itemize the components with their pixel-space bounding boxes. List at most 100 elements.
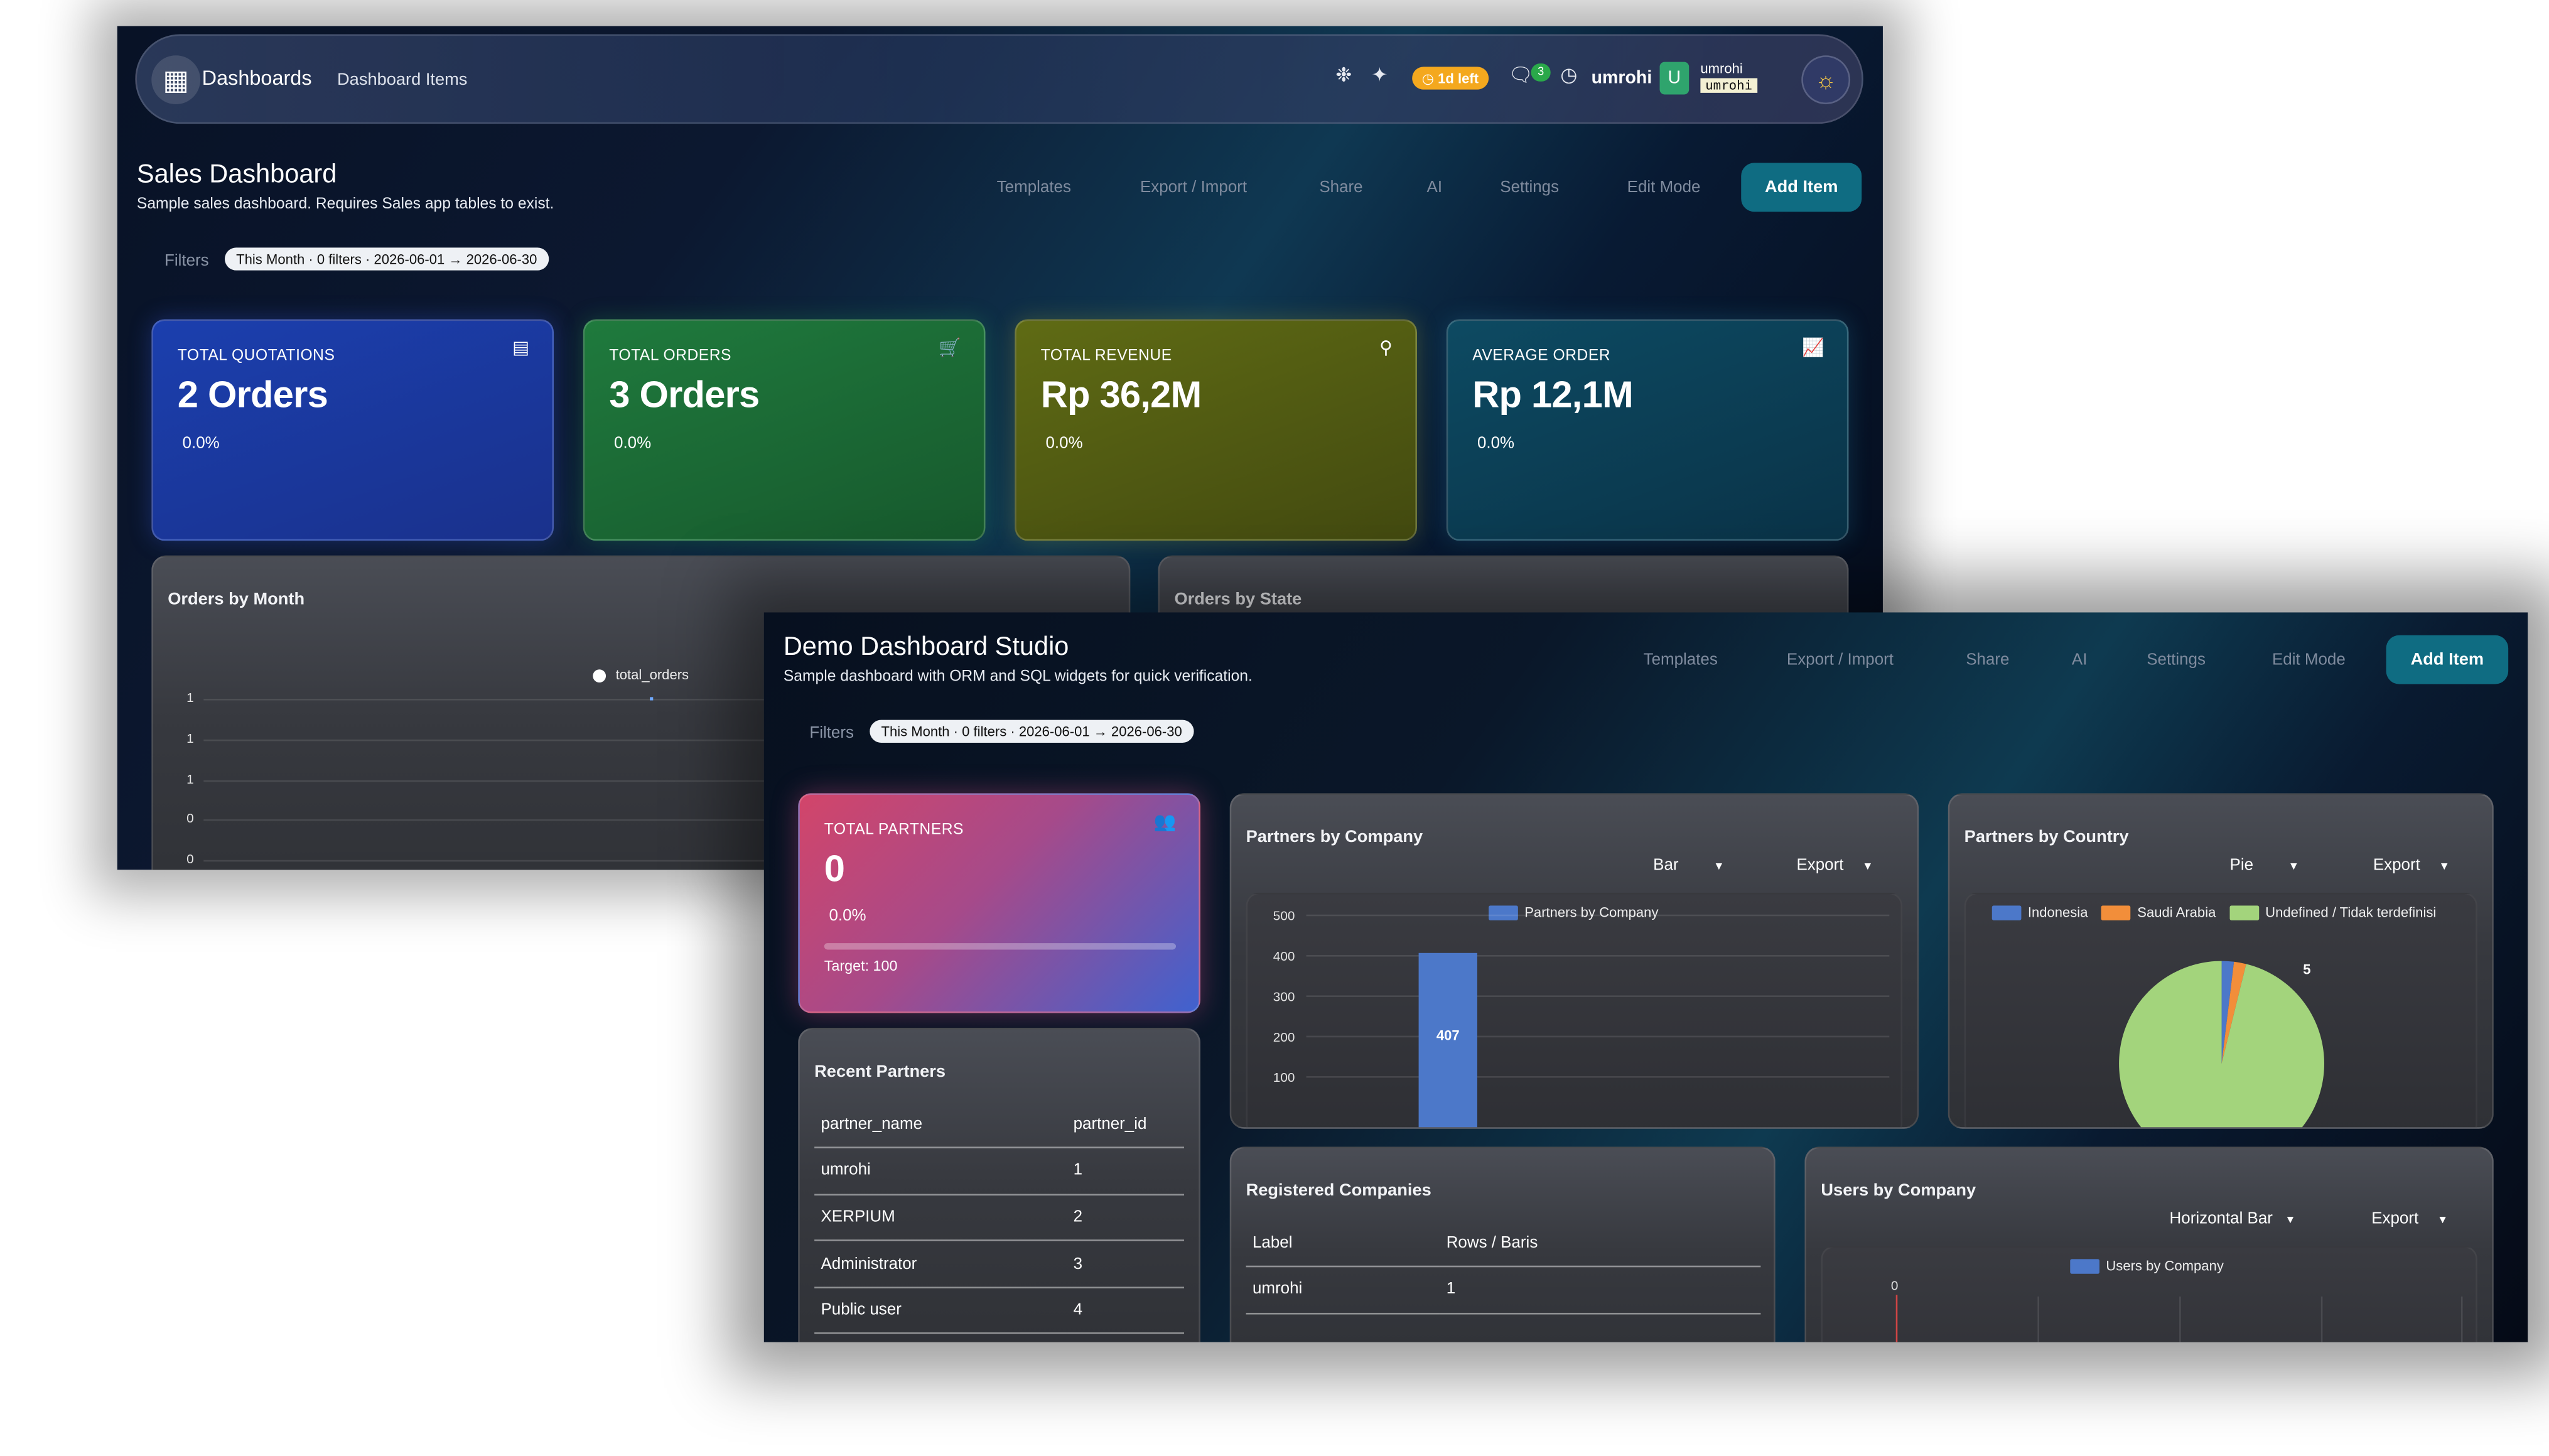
ai-link[interactable]: AI [1426,179,1443,197]
table-row[interactable]: umrohi 1 [1246,1266,1761,1314]
chevron-down-icon: ▾ [2290,858,2297,873]
pie-chart-svg: 5 [2119,961,2324,1129]
database-name[interactable]: umrohi [1700,78,1757,93]
registered-companies-table: Label Rows / Baris umrohi 1 [1246,1220,1761,1314]
column-header[interactable]: partner_id [1067,1101,1185,1149]
table-cell: umrohi [1246,1266,1440,1314]
breadcrumb-dashboard-items[interactable]: Dashboard Items [337,70,468,90]
stat-value: Rp 12,1M [1472,373,1634,416]
filter-summary-pill[interactable]: This Month · 0 filters · 2026-06-01 → 20… [870,720,1194,743]
add-item-button[interactable]: Add Item [2386,635,2509,684]
sun-icon[interactable]: ☼ [1801,55,1851,105]
table-cell: 1 [1067,1147,1185,1195]
panel-title: Registered Companies [1246,1180,1431,1200]
stat-label: TOTAL ORDERS [609,347,732,365]
users-icon: 👥 [1153,812,1177,833]
trial-badge[interactable]: ◷ 1d left [1412,67,1489,90]
table-cell: 3 [1067,1241,1185,1288]
page-subtitle: Sample dashboard with ORM and SQL widget… [783,667,1253,686]
grid-line [2320,1297,2323,1342]
table-row[interactable]: XERPIUM 2 [814,1194,1185,1242]
y-tick-label: 1 [186,772,194,787]
grid-line [203,780,1116,782]
add-item-button[interactable]: Add Item [1741,163,1862,212]
export-import-link[interactable]: Export / Import [1786,651,1894,670]
activity-clock-icon[interactable]: ◷ [1560,63,1578,87]
username[interactable]: umrohi [1591,68,1652,89]
bar-data-label: 407 [1436,1028,1460,1043]
pie-slice[interactable] [2119,961,2324,1129]
chart-type-value: Bar [1653,856,1679,875]
registered-companies-panel: Registered Companies Label Rows / Baris … [1229,1146,1776,1342]
stat-change: 0.0% [829,907,866,925]
pie-slice[interactable] [2221,961,2234,1064]
grid-line [203,698,1116,701]
table-cell: umrohi [814,1147,1067,1195]
stat-card-average-order[interactable]: AVERAGE ORDER Rp 12,1M 0.0% 📈 [1446,319,1849,541]
export-label: Export [2371,1210,2419,1229]
chevron-down-icon: ▾ [2439,1212,2446,1227]
chart-type-select[interactable]: Horizontal Bar ▾ [2170,1211,2294,1229]
account-name[interactable]: umrohi [1700,60,1743,77]
share-link[interactable]: Share [1319,179,1363,197]
y-tick-label: 400 [1273,949,1295,964]
column-header[interactable]: partner_name [814,1101,1067,1149]
templates-link[interactable]: Templates [1643,651,1718,670]
ai-link[interactable]: AI [2071,651,2088,670]
export-dropdown[interactable]: Export ▾ [2371,1211,2446,1229]
legend-label: total_orders [615,666,689,682]
stat-card-total-orders[interactable]: TOTAL ORDERS 3 Orders 0.0% 🛒 [583,319,986,541]
panel-title: Partners by Company [1246,827,1423,848]
stat-change: 0.0% [1477,434,1515,453]
magic-wand-icon[interactable]: ✦ [1371,63,1388,87]
zero-axis-line [1895,1295,1898,1342]
table-row[interactable]: umrohi 1 [814,1147,1185,1195]
export-dropdown[interactable]: Export ▾ [2373,857,2448,875]
column-header[interactable]: Rows / Baris [1440,1220,1761,1268]
y-tick-label: 100 [1273,1070,1295,1085]
stat-value: 0 [824,847,845,890]
app-title[interactable]: Dashboards [202,67,312,90]
chart-type-select[interactable]: Bar ▾ [1653,857,1722,875]
legend-swatch [2070,1259,2099,1275]
export-import-link[interactable]: Export / Import [1140,179,1248,197]
page-subtitle: Sample sales dashboard. Requires Sales a… [136,195,554,213]
bug-icon[interactable]: ❉ [1335,63,1352,87]
share-link[interactable]: Share [1966,651,2010,670]
x-tick-label: 0 [1890,1278,1899,1293]
panel-title: Orders by Month [168,590,305,610]
export-dropdown[interactable]: Export ▾ [1796,857,1871,875]
grid-line [203,860,1116,862]
chart-type-select[interactable]: Pie ▾ [2230,857,2297,875]
edit-mode-link[interactable]: Edit Mode [1627,179,1701,197]
chart-legend-total-orders[interactable]: total_orders [593,666,689,682]
column-header[interactable]: Label [1246,1220,1440,1268]
panel-title: Users by Company [1821,1180,1976,1200]
settings-link[interactable]: Settings [1500,179,1560,197]
stat-card-total-revenue[interactable]: TOTAL REVENUE Rp 36,2M 0.0% ⚲ [1015,319,1417,541]
stat-card-total-quotations[interactable]: TOTAL QUOTATIONS 2 Orders 0.0% ▤ [151,319,554,541]
pie-slice[interactable] [2221,961,2246,1064]
settings-link[interactable]: Settings [2147,651,2206,670]
table-row[interactable]: Administrator 3 [814,1241,1185,1288]
chat-icon[interactable]: 🗨 [1508,63,1533,87]
filter-summary-pill[interactable]: This Month · 0 filters · 2026-06-01 → 20… [225,247,549,271]
chart-legend[interactable]: Indonesia Saudi Arabia Undefined / Tidak… [1991,903,2437,921]
stat-value: 2 Orders [177,373,328,416]
legend-label: Undefined / Tidak terdefinisi [2265,903,2437,920]
apps-grid-icon[interactable]: ▦ [151,55,201,105]
edit-mode-link[interactable]: Edit Mode [2271,651,2346,670]
stat-label: TOTAL QUOTATIONS [177,347,335,365]
filters-label: Filters [164,252,209,271]
line-data-point[interactable] [650,697,654,701]
templates-link[interactable]: Templates [996,179,1071,197]
legend-label: Partners by Company [1524,903,1659,920]
y-tick-label: 200 [1273,1030,1295,1045]
bar-partners-by-company[interactable] [1418,952,1477,1129]
avatar[interactable]: U [1659,62,1689,95]
chart-legend[interactable]: Partners by Company [1489,904,1658,921]
page-title: Demo Dashboard Studio [783,634,1069,662]
chart-legend[interactable]: Users by Company [2070,1258,2224,1275]
table-row[interactable]: Public user 4 [814,1287,1185,1335]
stat-card-total-partners[interactable]: TOTAL PARTNERS 0 0.0% 👥 Target: 100 [798,793,1200,1013]
